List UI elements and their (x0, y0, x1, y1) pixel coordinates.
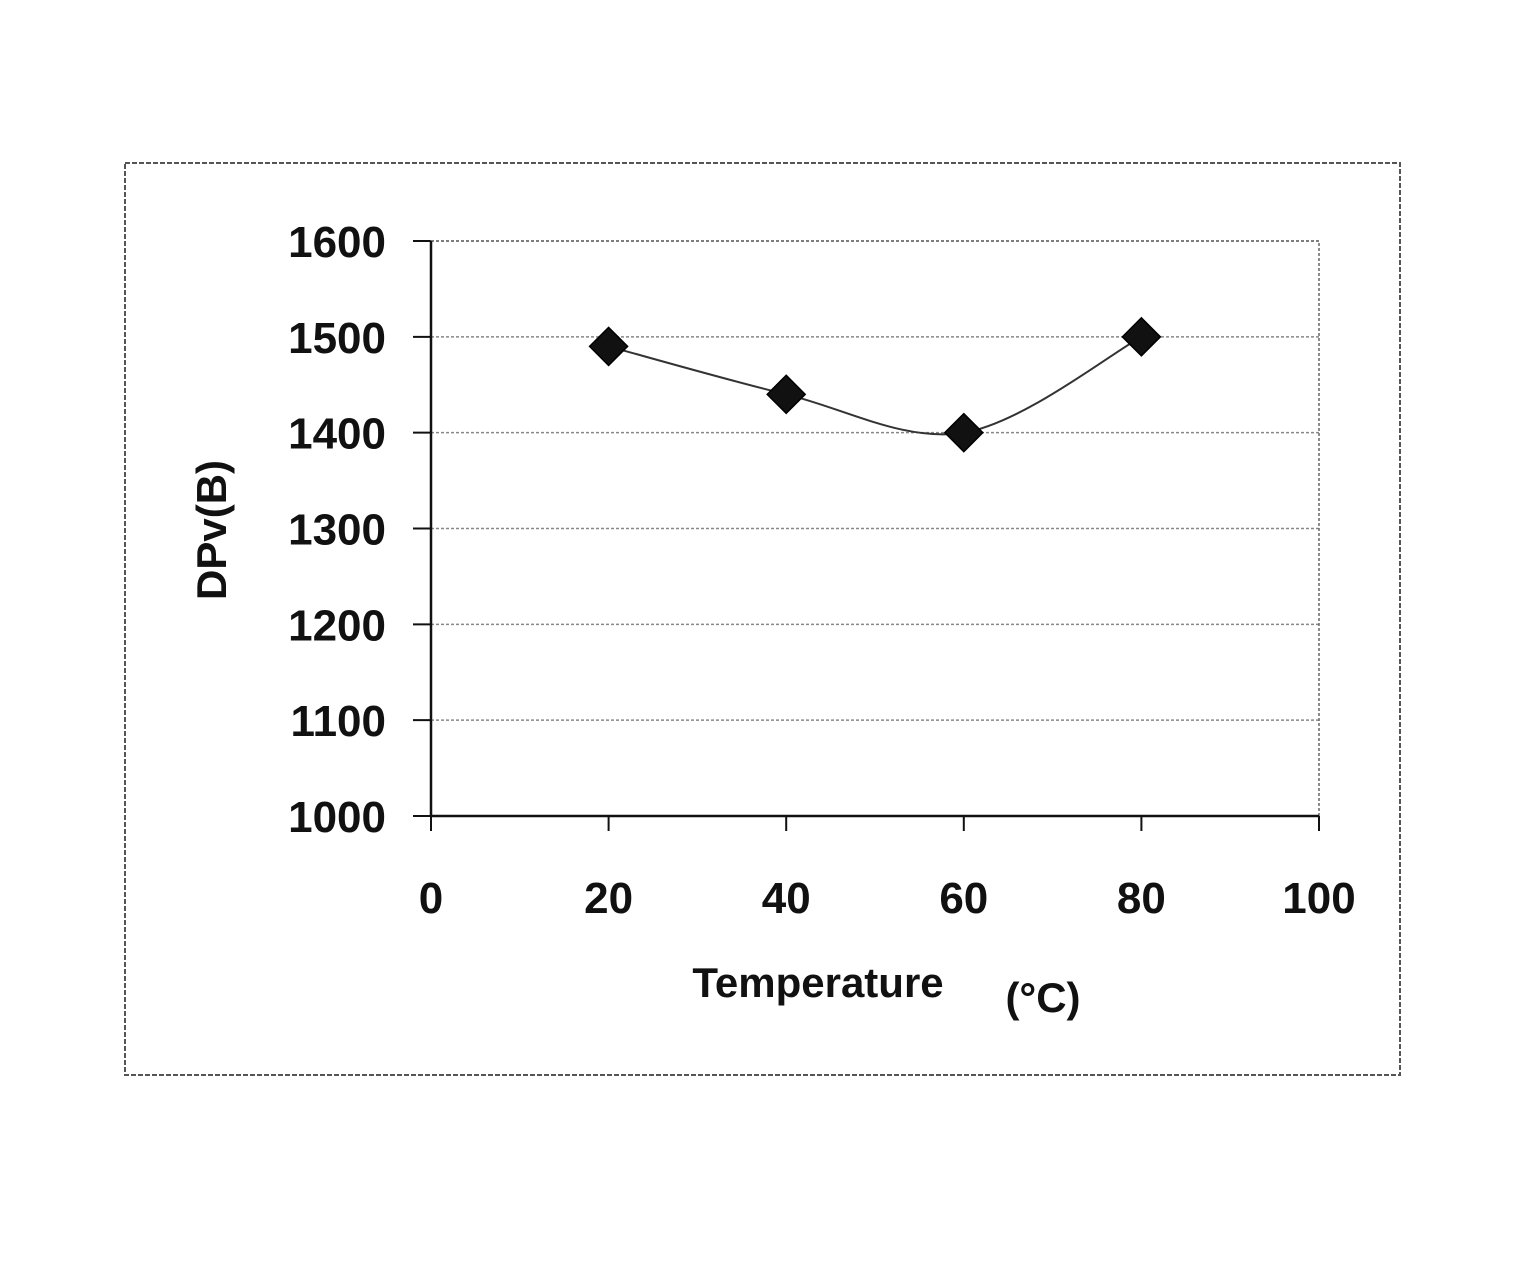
x-axis-unit: (°C) (1005, 974, 1080, 1021)
x-axis-title: Temperature (692, 959, 943, 1006)
data-point-diamond (766, 374, 807, 415)
y-tick-label: 1500 (288, 314, 386, 363)
y-tick-label: 1400 (288, 410, 386, 459)
series-line (608, 335, 1142, 436)
x-tick-label: 20 (584, 874, 633, 923)
x-tick-label: 0 (419, 874, 443, 923)
chart-area-border (124, 162, 1401, 1076)
y-tick-label: 1300 (288, 506, 386, 555)
x-tick-label: 80 (1117, 874, 1166, 923)
y-tick-label: 1000 (288, 793, 386, 842)
y-axis-title: DPv(B) (188, 460, 235, 600)
x-tick-label: 100 (1282, 874, 1355, 923)
axes (429, 241, 1320, 831)
series-markers (588, 316, 1162, 453)
data-point-diamond (1121, 316, 1162, 357)
y-tick-labels: 1600 1500 1400 1300 1200 1100 1000 (288, 218, 386, 842)
x-tick-labels: 0 20 40 60 80 100 (419, 874, 1356, 923)
y-tick-label: 1100 (291, 697, 386, 746)
data-point-diamond (943, 412, 984, 453)
x-tick-label: 60 (939, 874, 988, 923)
y-tick-label: 1200 (288, 601, 386, 650)
data-point-diamond (588, 326, 629, 367)
y-tick-label: 1600 (288, 218, 386, 267)
x-tick-label: 40 (762, 874, 811, 923)
